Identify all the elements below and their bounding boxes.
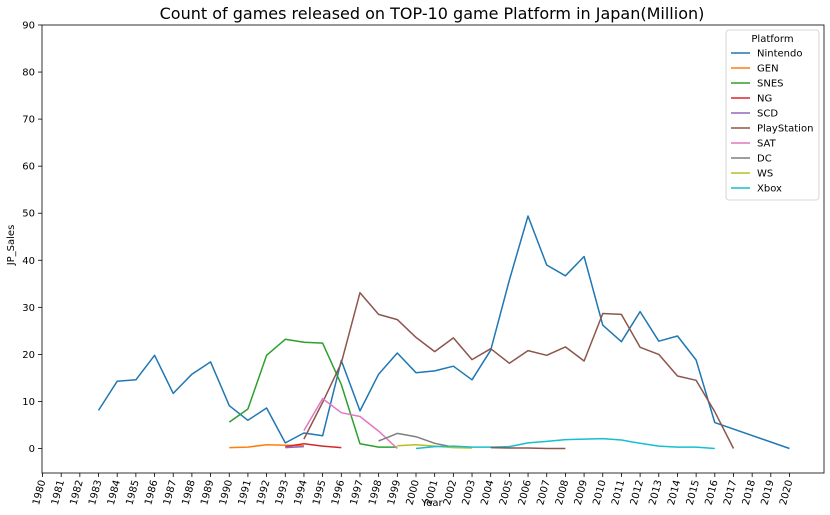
x-tick-label: 1990 — [218, 479, 235, 506]
y-axis-label: JP_Sales — [6, 225, 17, 267]
y-tick-label: 20 — [22, 350, 35, 361]
series-lines — [97, 215, 790, 450]
legend-item-ws: WS — [757, 169, 773, 180]
legend-item-sat: SAT — [757, 139, 777, 150]
legend-item-dc: DC — [757, 154, 772, 165]
plot-frame — [41, 24, 825, 474]
x-tick-label: 1987 — [162, 479, 179, 506]
x-tick-label: 2013 — [647, 479, 664, 506]
x-tick-label: 2008 — [554, 479, 571, 506]
x-tick-label: 1983 — [87, 479, 104, 506]
x-tick-label: 2018 — [741, 479, 758, 506]
x-tick-label: 1982 — [69, 479, 86, 506]
legend-item-ng: NG — [757, 94, 772, 105]
legend-item-gen: GEN — [757, 64, 779, 75]
x-tick-label: 2002 — [442, 479, 459, 506]
x-tick-label: 2003 — [461, 479, 478, 506]
x-tick-label: 1995 — [311, 479, 328, 506]
y-tick-label: 60 — [22, 162, 35, 173]
legend-item-nintendo: Nintendo — [757, 49, 802, 60]
x-axis-label: Year — [420, 498, 443, 509]
x-tick-label: 2006 — [517, 479, 534, 506]
y-axis: 0 10 20 30 40 50 60 70 80 90 — [22, 21, 42, 455]
legend-title: Platform — [751, 34, 793, 45]
x-tick-label: 2007 — [535, 479, 552, 506]
x-tick-label: 1994 — [293, 479, 310, 506]
y-tick-label: 50 — [22, 209, 35, 220]
x-tick-label: 2020 — [778, 479, 795, 506]
x-tick-label: 2014 — [666, 479, 683, 506]
series-line-scd — [285, 445, 304, 449]
series-line-dc — [378, 432, 454, 448]
legend-item-scd: SCD — [757, 109, 778, 120]
x-tick-label: 1988 — [181, 479, 198, 506]
x-tick-label: 1980 — [31, 479, 48, 506]
x-tick-label: 1993 — [274, 479, 291, 506]
x-tick-label: 2017 — [722, 479, 739, 506]
x-tick-label: 2012 — [629, 479, 646, 506]
series-line-nintendo — [97, 215, 790, 450]
x-tick-label: 2011 — [610, 479, 627, 506]
x-tick-label: 1981 — [50, 479, 67, 506]
x-tick-label: 1989 — [199, 479, 216, 506]
x-axis: 1980 1981 1982 1983 1984 1985 1986 1987 1988 1989… — [31, 473, 795, 506]
series-line-snes — [228, 338, 398, 448]
x-tick-label: 2005 — [498, 479, 515, 506]
y-tick-label: 90 — [22, 21, 35, 32]
x-tick-label: 2009 — [573, 479, 590, 506]
x-tick-label: 2000 — [405, 479, 422, 506]
y-tick-label: 0 — [29, 444, 35, 455]
legend-item-playstation: PlayStation — [757, 124, 813, 135]
x-tick-label: 2019 — [760, 479, 777, 506]
x-tick-label: 1998 — [367, 479, 384, 506]
x-tick-label: 2004 — [479, 479, 496, 506]
series-line-sat — [303, 397, 398, 450]
x-tick-label: 1986 — [143, 479, 160, 506]
x-tick-label: 2015 — [685, 479, 702, 506]
legend-item-xbox: Xbox — [757, 184, 782, 195]
x-tick-label: 2010 — [591, 479, 608, 506]
series-line-extra — [490, 446, 566, 450]
y-tick-label: 30 — [22, 303, 35, 314]
series-line-xbox — [415, 437, 715, 450]
x-tick-label: 2016 — [703, 479, 720, 506]
y-tick-label: 80 — [22, 68, 35, 79]
series-line-playstation — [303, 291, 735, 449]
chart-title: Count of games released on TOP-10 game P… — [160, 4, 705, 23]
legend: Platform Nintendo GEN SNES NG SCD PlayStation S… — [725, 29, 820, 201]
y-tick-label: 70 — [22, 115, 35, 126]
series-line-ng — [285, 443, 342, 449]
x-tick-label: 1992 — [255, 479, 272, 506]
y-tick-label: 40 — [22, 256, 35, 267]
x-tick-label: 1999 — [386, 479, 403, 506]
x-tick-label: 1984 — [106, 479, 123, 506]
x-tick-label: 1991 — [237, 479, 254, 506]
y-tick-label: 10 — [22, 397, 35, 408]
x-tick-label: 1996 — [330, 479, 347, 506]
x-tick-label: 1985 — [125, 479, 142, 506]
legend-item-snes: SNES — [757, 79, 784, 90]
x-tick-label: 1997 — [349, 479, 366, 506]
